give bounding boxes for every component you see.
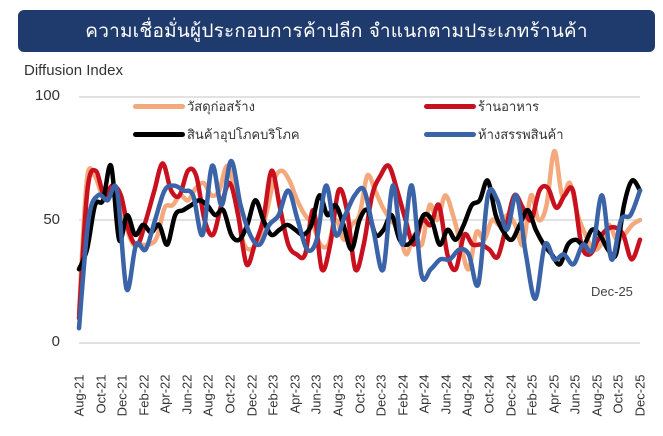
x-tick-label: Oct-23: [352, 374, 367, 414]
latest-annotation: Dec-25: [591, 284, 633, 299]
x-tick-label: Oct-24: [481, 374, 497, 414]
x-tick-label: Apr-22: [157, 374, 173, 414]
x-tick-label: Jun-25: [567, 374, 583, 415]
legend-label-department-store: ห้างสรรพสินค้า: [478, 128, 564, 143]
chart-title: ความเชื่อมั่นผู้ประกอบการค้าปลีก จำแนกตา…: [85, 20, 588, 42]
x-tick-label: Dec-23: [373, 374, 389, 417]
series-lines: [76, 148, 643, 331]
x-tick-label: Jun-22: [179, 374, 195, 415]
legend-item-restaurant: ร้านอาหาร: [424, 96, 539, 117]
x-tick-label: Apr-23: [287, 374, 303, 414]
x-tick-label: Feb-24: [395, 374, 411, 416]
legend-swatch-restaurant: [424, 104, 476, 109]
y-tick-0: 0: [51, 333, 60, 350]
x-tick-label: Dec-22: [244, 374, 260, 417]
y-tick-100: 100: [34, 87, 60, 104]
x-tick-label: Oct-22: [222, 374, 238, 414]
x-tick-label: Aug-24: [459, 374, 475, 417]
legend-swatch-department-store: [424, 132, 476, 137]
x-tick-label: Dec-21: [114, 374, 130, 417]
legend-item-construction: วัสดุก่อสร้าง: [133, 96, 255, 117]
x-tick-label: Jun-23: [308, 374, 324, 415]
x-tick-label: Aug-22: [200, 374, 216, 417]
y-tick-50: 50: [43, 211, 60, 228]
x-tick-label: Feb-22: [136, 374, 152, 416]
x-tick-label: Apr-25: [546, 374, 562, 414]
legend-item-consumer-goods: สินค้าอุปโภคบริโภค: [133, 124, 300, 145]
series-line-department-store: [76, 158, 643, 331]
x-tick-label: Aug-25: [589, 374, 605, 417]
y-axis-label: Diffusion Index: [24, 62, 123, 79]
x-tick-label: Dec-24: [503, 374, 519, 417]
x-tick-label: Feb-23: [265, 374, 281, 416]
x-tick-label: Jun-24: [438, 374, 454, 415]
chart-title-banner: ความเชื่อมั่นผู้ประกอบการค้าปลีก จำแนกตา…: [18, 10, 655, 52]
x-tick-label: Apr-24: [416, 374, 432, 414]
x-tick-label: Oct-21: [93, 374, 109, 414]
x-tick-label: Aug-23: [330, 374, 346, 417]
legend-item-department-store: ห้างสรรพสินค้า: [424, 124, 564, 145]
x-tick-label: Dec-25: [632, 374, 648, 417]
legend-swatch-consumer-goods: [133, 132, 185, 137]
series-line-restaurant: [76, 161, 643, 321]
legend-label-restaurant: ร้านอาหาร: [478, 100, 540, 115]
legend-label-consumer-goods: สินค้าอุปโภคบริโภค: [187, 128, 300, 143]
x-tick-label: Oct-25: [610, 374, 626, 414]
x-tick-label: Aug-21: [71, 374, 87, 417]
legend-swatch-construction: [133, 104, 185, 109]
legend-label-construction: วัสดุก่อสร้าง: [187, 100, 255, 115]
x-tick-label: Feb-25: [524, 374, 540, 416]
